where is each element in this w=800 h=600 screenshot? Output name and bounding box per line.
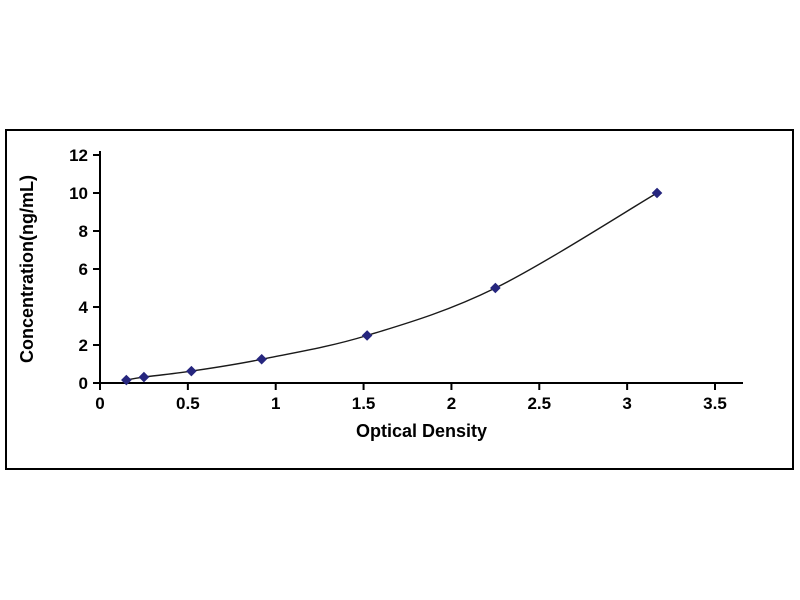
axes: [99, 151, 743, 384]
x-tick-label: 2: [447, 394, 456, 413]
y-tick-label: 12: [69, 146, 88, 165]
y-tick-label: 2: [79, 336, 88, 355]
y-tick-label: 0: [79, 374, 88, 393]
x-tick-label: 2.5: [527, 394, 551, 413]
x-tick-label: 3.5: [703, 394, 727, 413]
x-tick-label: 1: [271, 394, 280, 413]
data-point-marker: [361, 330, 373, 341]
x-tick-label: 0.5: [176, 394, 200, 413]
data-point-marker: [121, 374, 132, 386]
x-tick-label: 0: [95, 394, 104, 413]
standard-curve-line: [126, 192, 658, 381]
data-point-marker: [651, 187, 663, 199]
y-tick-label: 4: [79, 298, 89, 317]
x-tick-label: 1.5: [352, 394, 376, 413]
data-point-marker: [138, 371, 150, 383]
chart-canvas: 0 2 4 6 8 10 12 0 0.5 1 1.5 2 2.5 3 3.5 Optical Density…: [17, 146, 743, 441]
y-tick-label: 6: [79, 260, 88, 279]
data-point-marker: [256, 353, 267, 365]
data-point-marker: [490, 282, 501, 294]
elisa-standard-curve-panel: 0 2 4 6 8 10 12 0 0.5 1 1.5 2 2.5 3 3.5 Optical Density…: [5, 129, 794, 470]
y-tick-label: 8: [79, 222, 88, 241]
x-tick-label: 3: [622, 394, 631, 413]
y-axis-title: Concentration(ng/mL): [17, 175, 37, 363]
y-tick-label: 10: [69, 184, 88, 203]
x-axis-title: Optical Density: [356, 421, 487, 441]
data-point-marker: [186, 365, 197, 377]
